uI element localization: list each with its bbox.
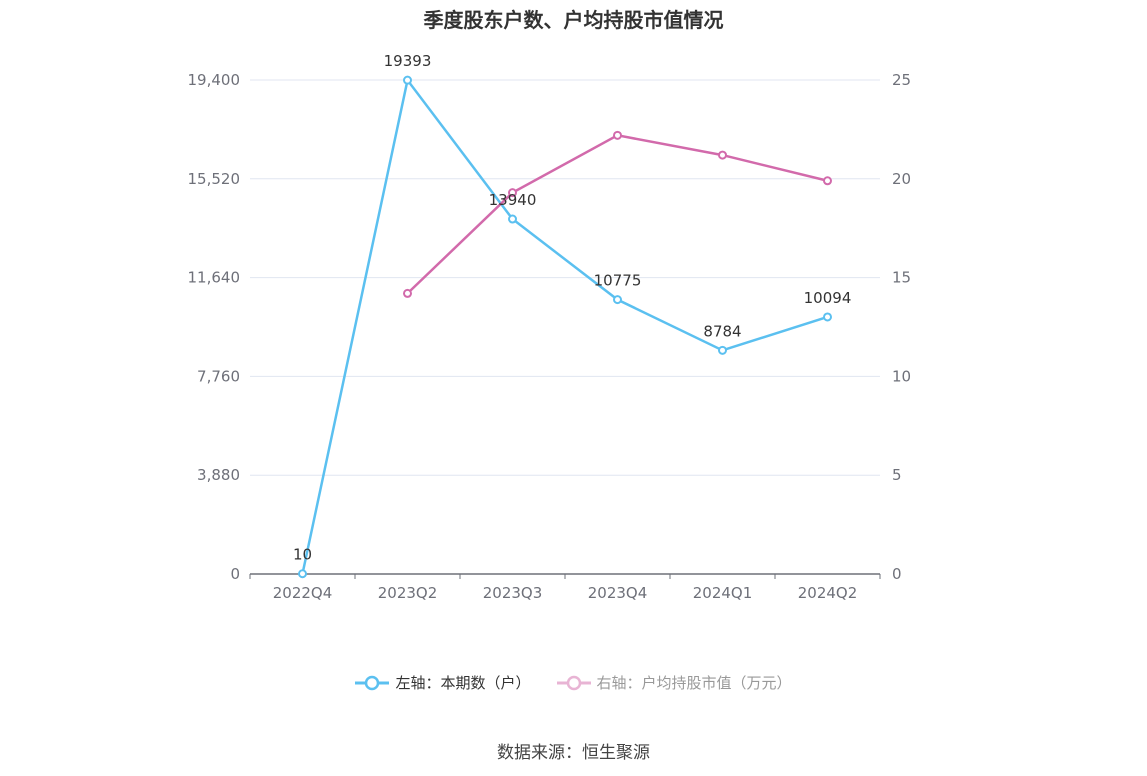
legend-label-households: 左轴：本期数（户） [395, 674, 531, 692]
data-label: 10775 [594, 272, 642, 290]
y-left-tick-label: 3,880 [197, 466, 240, 484]
data-point-1 [613, 130, 622, 140]
data-point-0 [298, 569, 307, 579]
data-point-1 [718, 150, 727, 160]
data-label: 19393 [384, 52, 432, 70]
data-point-1 [508, 188, 517, 198]
y-right-tick-label: 15 [892, 269, 911, 287]
y-left-tick-label: 11,640 [188, 269, 241, 287]
data-point-1 [403, 288, 412, 298]
x-tick-label: 2023Q3 [483, 584, 543, 602]
chart-title: 季度股东户数、户均持股市值情况 [423, 8, 724, 32]
data-label: 10094 [804, 289, 852, 307]
axis-layer: 0 0 3,880 5 7,760 10 11,640 15 15,520 20 19,400 25 2… [188, 71, 912, 602]
y-right-tick-label: 10 [892, 367, 911, 385]
series-line-1 [406, 134, 828, 295]
data-label: 8784 [703, 322, 741, 340]
series-line-0 [301, 77, 828, 575]
y-right-tick-label: 20 [892, 170, 911, 188]
y-left-tick-label: 0 [230, 565, 240, 583]
x-tick-label: 2024Q1 [693, 584, 753, 602]
y-left-tick-label: 7,760 [197, 367, 240, 385]
grid-layer [250, 79, 880, 476]
y-right-tick-label: 5 [892, 466, 902, 484]
data-point-0 [403, 75, 412, 85]
data-point-0 [823, 312, 832, 322]
label-layer: 10 19393 13940 10775 8784 10094 [293, 52, 851, 564]
x-tick-label: 2023Q2 [378, 584, 438, 602]
legend-line-blue-icon [355, 675, 390, 690]
y-right-tick-label: 0 [892, 565, 902, 583]
line-chart: 0 0 3,880 5 7,760 10 11,640 15 15,520 20 19,400 25 2… [188, 52, 912, 602]
x-tick-label: 2024Q2 [798, 584, 858, 602]
data-point-0 [718, 345, 727, 355]
data-point-1 [823, 176, 832, 186]
x-tick-label: 2022Q4 [273, 584, 333, 602]
y-left-tick-label: 19,400 [188, 71, 241, 89]
legend: 左轴：本期数（户） 右轴：户均持股市值（万元） [0, 672, 1147, 693]
legend-line-pink-icon [556, 675, 591, 690]
data-point-0 [613, 295, 622, 305]
data-label: 13940 [489, 191, 537, 209]
data-label: 10 [293, 546, 312, 564]
legend-item-avg-value[interactable]: 右轴：户均持股市值（万元） [556, 672, 792, 693]
legend-label-avg-value: 右轴：户均持股市值（万元） [596, 674, 792, 692]
y-left-tick-label: 15,520 [188, 170, 241, 188]
legend-item-households[interactable]: 左轴：本期数（户） [355, 672, 531, 693]
series-layer [298, 75, 832, 579]
y-right-tick-label: 25 [892, 71, 911, 89]
data-point-0 [508, 214, 517, 224]
x-tick-label: 2023Q4 [588, 584, 648, 602]
source-note: 数据来源：恒生聚源 [497, 743, 650, 763]
